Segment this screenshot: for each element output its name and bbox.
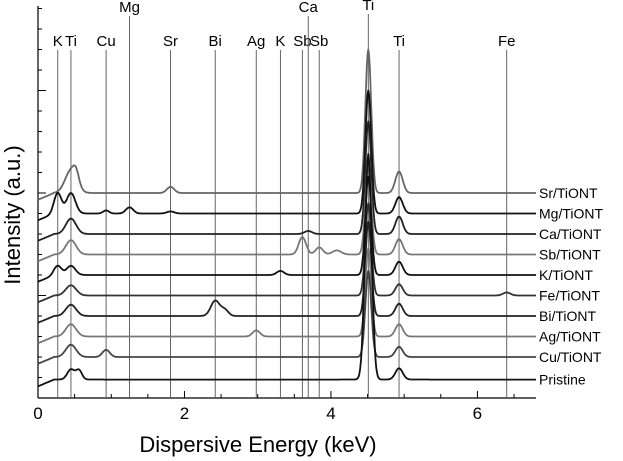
series-line	[37, 161, 537, 263]
series-label: Sb/TiONT	[539, 247, 601, 263]
element-label-k: K	[53, 33, 63, 50]
element-label-ti: Ti	[393, 33, 405, 50]
series-line	[37, 220, 537, 324]
series-line	[37, 247, 537, 345]
x-tick-label: 0	[33, 404, 42, 423]
element-label-cu: Cu	[97, 33, 116, 50]
element-label-ca: Ca	[299, 0, 319, 16]
x-tick-label: 6	[473, 404, 482, 423]
element-label-sb: Sb	[310, 33, 328, 50]
element-label-ti: Ti	[65, 33, 77, 50]
series-label: Ca/TiONT	[539, 226, 602, 242]
element-label-ag: Ag	[247, 33, 265, 50]
y-axis-ticks	[38, 8, 46, 399]
series-line	[37, 175, 537, 283]
series-label: Sr/TiONT	[539, 185, 598, 201]
x-axis-ticks: 0 2 4 6	[33, 391, 515, 423]
element-label-k: K	[275, 33, 285, 50]
x-tick-label: 4	[326, 404, 335, 423]
series-label: Ag/TiONT	[539, 329, 601, 345]
element-label-sb: Sb	[293, 33, 311, 50]
series-line	[37, 270, 537, 365]
element-label-ti: Ti	[362, 0, 374, 14]
series-label: K/TiONT	[539, 267, 593, 283]
series-label: Mg/TiONT	[539, 206, 603, 222]
plot-frame	[37, 6, 536, 399]
element-label-fe: Fe	[498, 33, 516, 50]
element-label-bi: Bi	[209, 33, 222, 50]
spectra-series	[37, 48, 537, 388]
element-label-mg: Mg	[119, 0, 140, 16]
series-label: Cu/TiONT	[539, 349, 602, 365]
element-label-sr: Sr	[163, 33, 178, 50]
series-line	[37, 202, 537, 304]
x-axis-title: Dispersive Energy (keV)	[139, 432, 376, 457]
series-label: Bi/TiONT	[539, 308, 596, 324]
series-label: Pristine	[539, 372, 586, 388]
y-axis-title: Intensity (a.u.)	[0, 145, 25, 284]
series-label: Fe/TiONT	[539, 288, 600, 304]
series-line	[37, 89, 537, 222]
series-line	[37, 48, 537, 201]
series-line	[37, 120, 537, 242]
x-tick-label: 2	[180, 404, 189, 423]
series-labels: Sr/TiONT Mg/TiONT Ca/TiONT Sb/TiONT K/TiONT F…	[539, 185, 603, 388]
series-line	[37, 153, 537, 388]
